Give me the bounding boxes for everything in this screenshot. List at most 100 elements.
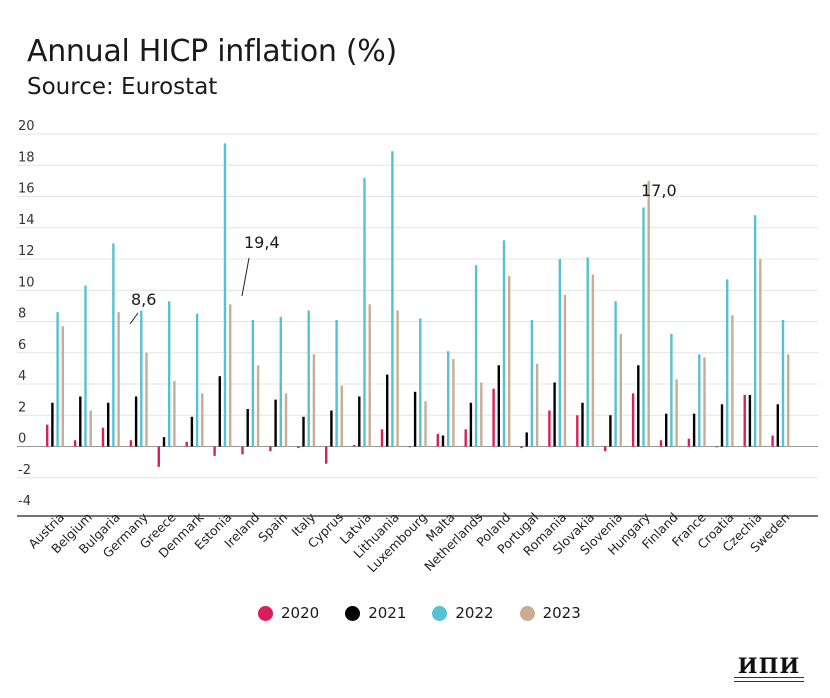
legend-item-2020: 2020 <box>258 604 319 622</box>
bar-2020-slovakia <box>576 415 579 447</box>
bar-2023-france <box>703 357 706 447</box>
bar-2020-denmark <box>185 441 188 447</box>
bar-2020-italy <box>297 446 300 449</box>
y-tick-label: 20 <box>18 119 35 134</box>
legend-label-2022: 2022 <box>455 604 494 622</box>
bar-2022-malta <box>447 351 450 447</box>
bar-2022-portugal <box>530 319 534 447</box>
chart-subtitle: Source: Eurostat <box>27 74 218 100</box>
legend-swatch-2023 <box>519 605 535 621</box>
legend-label-2020: 2020 <box>281 604 320 622</box>
bar-2022-greece <box>168 301 171 447</box>
bar-2020-malta <box>436 434 439 447</box>
annotation-label: 19,4 <box>244 233 280 252</box>
legend-swatch-2022 <box>432 605 448 621</box>
bar-2022-sweden <box>781 319 785 447</box>
bar-2022-netherlands <box>474 265 478 447</box>
bar-2021-romania <box>553 382 556 447</box>
bar-2023-poland <box>508 276 511 447</box>
logo: ИПИ <box>734 655 804 682</box>
bar-2022-france <box>698 354 701 447</box>
bar-2023-cyprus <box>340 385 343 447</box>
y-tick-label: 8 <box>18 307 26 322</box>
bar-2020-romania <box>548 410 551 447</box>
y-tick-label: 10 <box>18 275 35 290</box>
bar-2022-hungary <box>642 207 645 447</box>
bar-2023-slovakia <box>591 274 595 447</box>
bar-2022-latvia <box>363 177 366 447</box>
bar-2020-slovenia <box>604 446 607 452</box>
legend-label-2023: 2023 <box>542 604 581 622</box>
bar-2021-finland <box>665 413 668 447</box>
bar-2023-italy <box>312 354 316 447</box>
bar-2021-croatia <box>720 404 724 447</box>
bar-2023-luxembourg <box>424 401 427 447</box>
bar-2020-spain <box>269 446 272 452</box>
bar-2020-hungary <box>631 393 635 447</box>
bar-2021-france <box>692 413 696 447</box>
bar-2021-cyprus <box>330 410 333 447</box>
bar-2023-czechia <box>759 259 762 447</box>
bar-2021-czechia <box>748 394 752 447</box>
legend-swatch-2020 <box>258 605 273 621</box>
bar-2021-hungary <box>637 365 640 447</box>
y-tick-label: 14 <box>18 213 35 228</box>
chart-area: -4 -2 0 2 4 6 8 10 12 14 16 18 20 AustriaBelgiumBulg… <box>17 119 818 575</box>
bar-2020-sweden <box>771 435 774 447</box>
bar-2020-latvia <box>352 444 356 447</box>
bar-2021-latvia <box>358 396 361 447</box>
bar-2023-denmark <box>201 393 204 447</box>
legend-item-2023: 2023 <box>519 604 581 622</box>
bar-2023-croatia <box>731 315 734 447</box>
bar-2020-poland <box>492 388 495 447</box>
bar-2020-portugal <box>520 446 523 449</box>
y-tick-label: 2 <box>18 400 26 415</box>
bar-2020-bulgaria <box>101 427 105 447</box>
bar-2021-netherlands <box>469 402 473 447</box>
bar-2022-bulgaria <box>112 243 115 447</box>
bar-2023-finland <box>675 379 678 447</box>
annotation-leader-line <box>241 257 250 297</box>
bar-2023-portugal <box>535 363 539 447</box>
bar-2022-ireland <box>251 319 255 447</box>
chart-title: Annual HICP inflation (%) <box>27 34 397 69</box>
bar-2021-belgium <box>79 396 82 447</box>
bar-2020-belgium <box>73 440 77 447</box>
legend: 2020 2021 2022 2023 <box>258 604 581 622</box>
annotation-label: 8,6 <box>131 290 156 309</box>
y-tick-label: -4 <box>18 494 31 509</box>
y-tick-label: 18 <box>18 150 35 165</box>
bar-2021-luxembourg <box>413 391 417 447</box>
bar-2021-estonia <box>218 376 221 447</box>
bar-2023-germany <box>145 352 148 447</box>
bar-2023-belgium <box>89 410 92 447</box>
y-tick-label: 4 <box>18 369 26 384</box>
bar-2020-finland <box>659 440 663 447</box>
bar-2022-luxembourg <box>419 318 422 447</box>
gridlines <box>17 133 818 517</box>
bar-2021-sweden <box>776 404 779 447</box>
legend-item-2021: 2021 <box>345 604 406 622</box>
bar-2022-lithuania <box>391 151 394 447</box>
bar-2022-poland <box>502 240 506 447</box>
bar-2022-austria <box>56 312 59 447</box>
bar-2021-germany <box>134 396 138 447</box>
bar-2021-poland <box>497 365 500 447</box>
bar-2022-spain <box>279 316 282 447</box>
bar-2020-greece <box>157 446 160 467</box>
y-axis-ticks: -4 -2 0 2 4 6 8 10 12 14 16 18 20 <box>18 119 35 509</box>
annotations: 8,6 19,4 17,0 <box>129 181 677 325</box>
bar-2023-hungary <box>647 180 650 447</box>
bar-2023-slovenia <box>619 334 622 447</box>
bar-2020-france <box>687 438 691 447</box>
bar-2022-czechia <box>753 215 757 447</box>
annotation-leader-line <box>129 312 139 325</box>
bar-2022-germany <box>140 310 143 447</box>
bar-2022-denmark <box>195 313 199 447</box>
bar-2023-netherlands <box>480 382 483 447</box>
bar-2021-denmark <box>190 416 194 447</box>
legend-swatch-2021 <box>345 605 361 621</box>
y-tick-label: 0 <box>18 432 26 447</box>
bar-2021-bulgaria <box>107 402 110 447</box>
bar-2021-portugal <box>525 432 528 447</box>
